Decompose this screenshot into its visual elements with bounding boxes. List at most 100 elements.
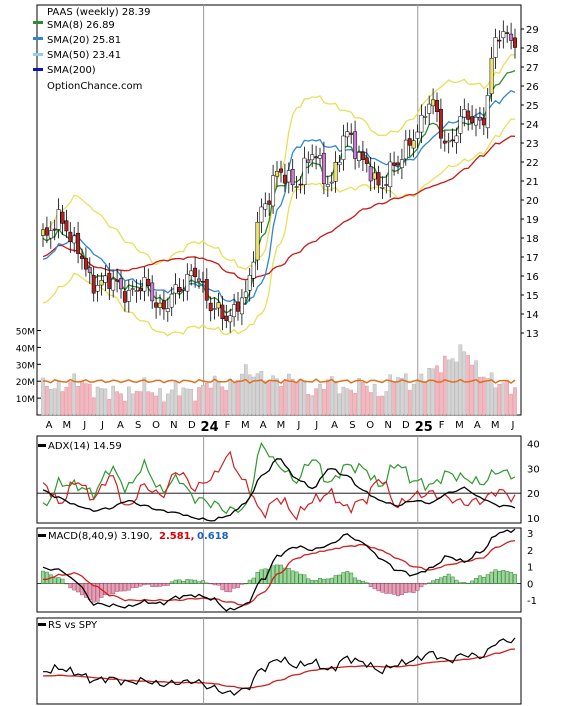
volume-bar [224, 390, 229, 416]
candle-body [399, 159, 404, 168]
price-tick-label: 26 [526, 82, 539, 93]
macd-histogram-bar [333, 575, 338, 584]
macd-histogram-bar [212, 583, 217, 586]
macd-signal-line [43, 539, 516, 606]
volume-bar [150, 392, 155, 416]
macd-histogram-value: 0.618 [197, 531, 229, 542]
volume-bar [361, 382, 365, 416]
panel-frame [36, 4, 522, 416]
volume-bar [68, 381, 73, 416]
macd-tick-label: 1 [527, 563, 533, 574]
candle-body [44, 227, 49, 236]
candle-body [208, 302, 213, 312]
month-tick-label: D [188, 420, 196, 431]
candle-body [142, 277, 147, 292]
candle-body [216, 302, 221, 309]
candle-body [119, 278, 123, 290]
macd-histogram-bar [380, 583, 385, 593]
macd-histogram-bar [431, 580, 436, 584]
macd-histogram-bar [290, 570, 295, 584]
volume-tick-label: 40M [16, 344, 35, 354]
candle-body [403, 139, 408, 160]
volume-bar [263, 380, 268, 416]
macd-histogram-bar [458, 582, 463, 584]
volume-bar [49, 389, 53, 416]
volume-bar [162, 401, 166, 416]
volume-bar [497, 384, 502, 416]
macd-histogram-bar [450, 576, 455, 584]
candle-body [462, 109, 467, 118]
macd-histogram-bar [513, 574, 517, 584]
volume-bar [310, 395, 315, 416]
macd-histogram-bar [325, 578, 330, 584]
volume-bar [400, 377, 404, 416]
macd-histogram-bar [454, 579, 459, 584]
macd-histogram-bar [368, 583, 373, 588]
macd-histogram-bar [399, 583, 404, 595]
volume-bar [423, 382, 428, 416]
volume-bar [298, 378, 303, 416]
volume-bar [193, 400, 197, 416]
volume-bar [189, 389, 194, 416]
rs-legend-swatch [38, 623, 46, 626]
month-tick-label: A [474, 420, 481, 431]
candle-body [56, 209, 61, 230]
volume-bar [84, 383, 88, 416]
volume-tick-label: 20M [16, 378, 35, 388]
volume-tick-label: 30M [16, 361, 35, 371]
candle-body [505, 32, 510, 34]
macd-histogram-bar [341, 572, 346, 584]
volume-bar [345, 388, 350, 416]
candle-body [212, 308, 217, 310]
volume-tick-label: 10M [16, 395, 35, 405]
volume-bar [388, 374, 393, 416]
volume-bar [45, 386, 49, 416]
price-tick-label: 29 [526, 25, 539, 36]
candle-body [111, 278, 116, 291]
macd-histogram-bar [189, 579, 194, 584]
macd-histogram-bar [388, 583, 393, 594]
panel-frame [36, 435, 522, 524]
candle-body [282, 174, 287, 184]
candle-body [477, 116, 482, 121]
adx-line [42, 458, 516, 522]
macd-histogram-bar [481, 577, 486, 584]
legend-sma8-label: SMA(8) 26.89 [47, 20, 115, 31]
candle-body [150, 282, 155, 302]
volume-bar [130, 393, 135, 416]
rs-line [43, 637, 516, 696]
volume-bar [466, 355, 471, 416]
month-tick-label: J [100, 420, 104, 431]
volume-bar [255, 373, 260, 416]
volume-bar [201, 384, 205, 416]
volume-bar [411, 383, 416, 416]
volume-bar [478, 377, 482, 416]
price-tick-label: 24 [526, 120, 539, 131]
candle-body [407, 138, 412, 146]
volume-bar [72, 373, 76, 416]
candle-body [83, 257, 88, 270]
sma20-line [42, 89, 516, 306]
candle-body [446, 140, 451, 143]
macd-histogram-bar [438, 577, 443, 584]
candle-body [255, 221, 260, 261]
candle-body [68, 231, 73, 243]
macd-histogram-bar [64, 583, 69, 585]
macd-legend: MACD(8,40,9) 3.190, 2.581, 0.618 [38, 531, 229, 542]
month-tick-label: A [260, 420, 267, 431]
candle-body [474, 116, 478, 126]
candle-body [200, 281, 205, 283]
volume-bar [279, 386, 283, 416]
month-tick-label: O [152, 420, 160, 431]
candle-body [438, 108, 443, 139]
candle-body [134, 290, 139, 292]
volume-bar [326, 379, 330, 416]
volume-bar [220, 386, 225, 416]
candle-body [493, 37, 498, 58]
candle-body [314, 156, 319, 159]
volume-bar [435, 365, 439, 416]
candle-body [415, 131, 420, 139]
candle-body [115, 279, 120, 282]
macd-histogram-bar [271, 565, 276, 584]
candle-body [126, 290, 131, 302]
